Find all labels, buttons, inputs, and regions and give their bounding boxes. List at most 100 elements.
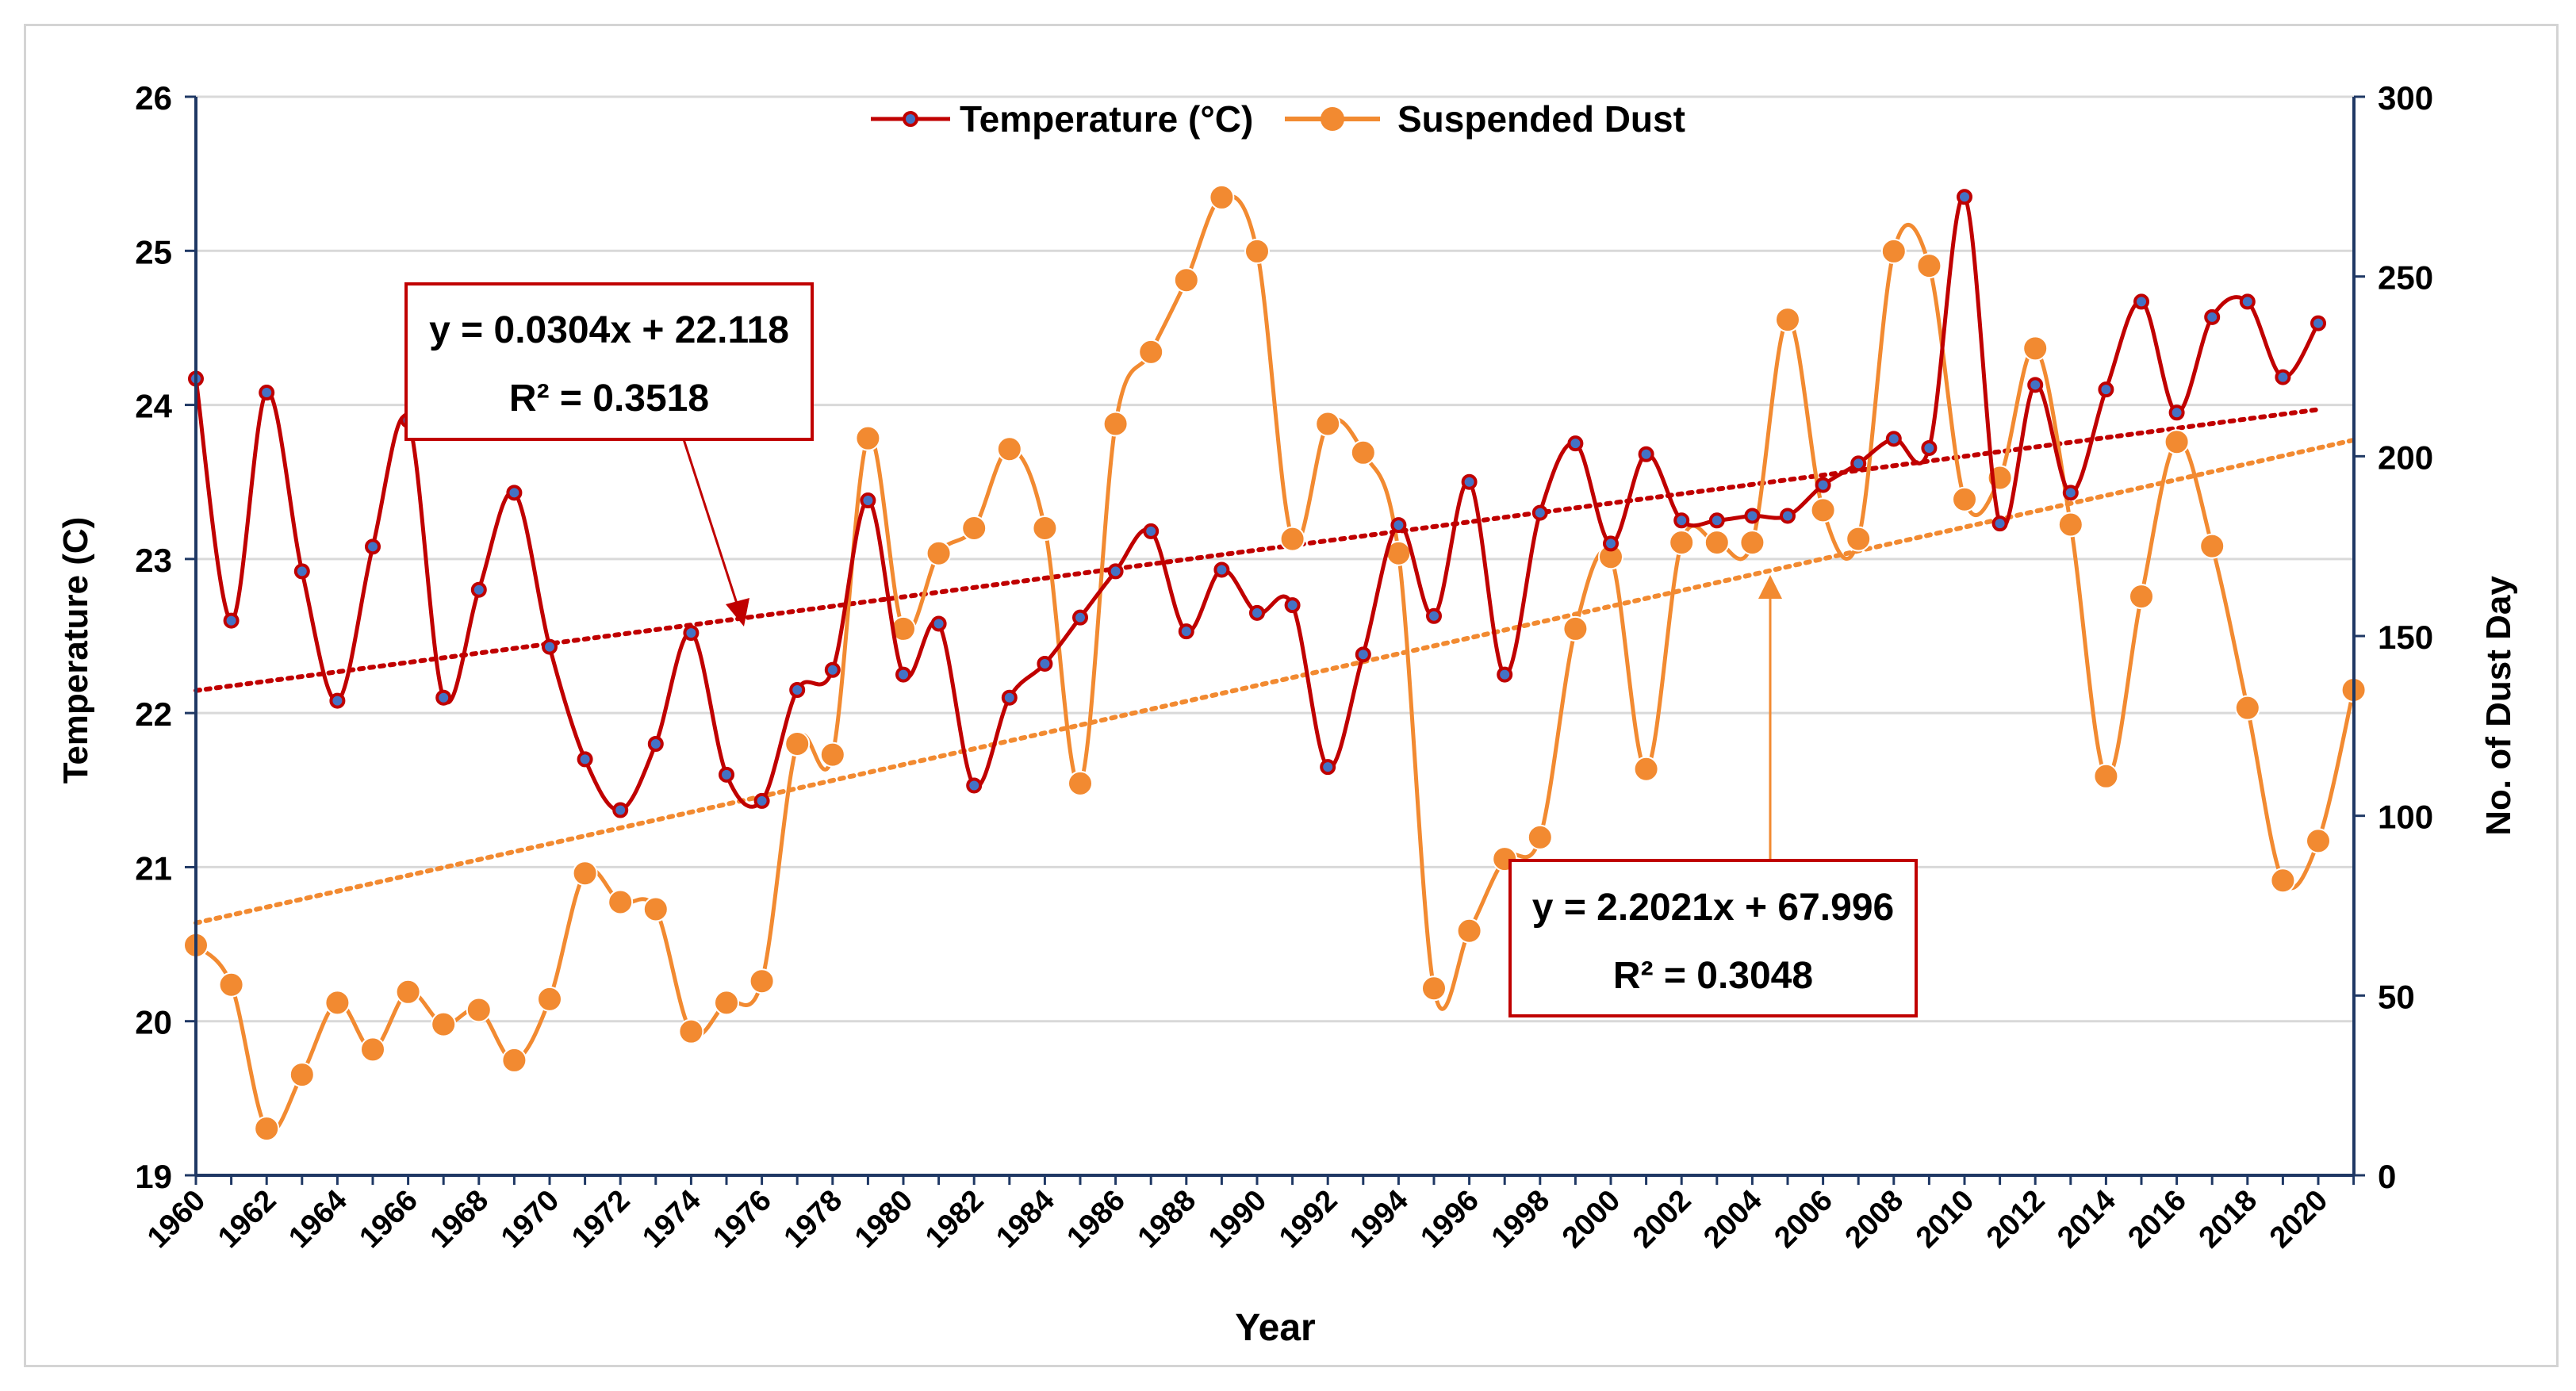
dust-point	[608, 889, 634, 915]
dust-point	[1527, 824, 1553, 850]
x-tick-label: 1984	[990, 1184, 1060, 1255]
temperature-point	[1213, 561, 1230, 578]
temperature-point	[1143, 523, 1160, 539]
dust-trend-equation: y = 2.2021x + 67.996	[1532, 887, 1894, 929]
dust-point	[1421, 975, 1447, 1002]
temperature-point	[435, 689, 452, 706]
temperature-point	[470, 581, 487, 598]
dust-point	[289, 1062, 315, 1088]
gridlines	[196, 95, 2354, 1023]
temperature-trend-equation: y = 0.0304x + 22.118	[429, 309, 789, 351]
dust-point	[218, 971, 244, 998]
temperature-point	[1744, 508, 1761, 524]
x-tick-label: 2020	[2264, 1184, 2334, 1255]
temperature-point	[2204, 308, 2221, 325]
y2-tick-label: 150	[2378, 619, 2433, 656]
x-tick-label: 1994	[1344, 1184, 1414, 1255]
x-tick-label: 2006	[1768, 1184, 1838, 1255]
dust-point	[1102, 411, 1129, 437]
temperature-point	[1991, 515, 2008, 532]
dust-trend-r2: R² = 0.3048	[1613, 955, 1813, 997]
temperature-point	[1461, 473, 1478, 490]
x-axis-title: Year	[1235, 1307, 1315, 1349]
dust-point	[1209, 184, 1235, 210]
dust-point	[1032, 515, 1058, 541]
dust-point	[572, 860, 598, 887]
temperature-point	[1567, 435, 1584, 452]
dust-point	[1704, 530, 1730, 556]
dust-point	[1244, 238, 1270, 264]
x-tick-label: 1964	[282, 1184, 353, 1255]
temperature-point	[577, 751, 593, 768]
dust-point	[395, 979, 421, 1005]
x-tick-label: 2000	[1556, 1184, 1627, 1255]
dust-point	[501, 1047, 527, 1073]
dust-point	[2129, 584, 2154, 610]
y-tick-label: 23	[135, 542, 172, 579]
temperature-point	[753, 792, 770, 809]
dust-point	[1916, 253, 1942, 279]
dust-point	[1669, 530, 1695, 556]
temperature-point	[329, 692, 346, 709]
dust-point	[2306, 828, 2331, 854]
x-tick-label: 1980	[849, 1184, 919, 1255]
trendlines	[194, 407, 2356, 925]
x-tick-label: 2010	[1910, 1184, 1980, 1255]
dust-trend-label: y = 2.2021x + 67.996 R² = 0.3048	[1508, 575, 1918, 1017]
temperature-point	[259, 385, 275, 401]
x-tick-label: 2012	[1980, 1184, 2051, 1255]
dust-point	[324, 990, 351, 1016]
x-tick-label: 2002	[1627, 1184, 1697, 1255]
dust-point	[961, 515, 987, 541]
temperature-point	[1638, 446, 1654, 462]
temperature-point	[2062, 485, 2079, 501]
dust-point	[1562, 615, 1589, 642]
temperature-point	[1072, 609, 1088, 626]
temperature-trend-r2: R² = 0.3518	[509, 377, 709, 420]
temperature-point	[2310, 315, 2326, 331]
temperature-point	[1708, 512, 1725, 529]
x-tick-label: 1978	[778, 1184, 849, 1255]
dust-point	[1775, 307, 1800, 333]
temperature-point	[2275, 369, 2291, 385]
y-tick-label: 20	[135, 1004, 172, 1041]
temperature-point	[365, 538, 381, 555]
dust-point	[714, 990, 739, 1016]
temperature-point	[1390, 517, 1407, 534]
dust-point	[2022, 335, 2049, 362]
temperature-point	[1921, 439, 1938, 456]
temperature-point	[1320, 759, 1336, 776]
legend-temperature-marker	[903, 111, 918, 127]
temperature-point	[1426, 607, 1442, 624]
x-tick-label: 1982	[919, 1184, 990, 1255]
temperature-point	[683, 625, 700, 642]
x-tick-label: 1962	[212, 1184, 282, 1255]
temperature-point	[506, 485, 523, 501]
dust-point	[1846, 526, 1872, 552]
y2-tick-label: 50	[2378, 978, 2415, 1015]
dust-trend-pointer	[1758, 575, 1782, 599]
dust-point	[2270, 868, 2296, 894]
temperature-point	[223, 612, 240, 629]
dust-point	[1739, 530, 1765, 556]
dust-point	[1138, 339, 1164, 365]
temperature-point	[2133, 293, 2149, 310]
temperature-point	[1885, 431, 1902, 447]
temperature-point	[2168, 404, 2185, 421]
temperature-point	[1284, 597, 1301, 614]
y-tick-label: 24	[135, 388, 172, 425]
dust-point	[2199, 533, 2225, 559]
dust-point	[2164, 429, 2190, 455]
temperature-point	[542, 638, 558, 655]
temperature-point	[824, 661, 841, 678]
y-tick-label: 19	[135, 1158, 172, 1195]
dust-trendline	[194, 437, 2356, 925]
temperature-point	[966, 777, 983, 794]
dust-point	[2234, 695, 2260, 721]
temperature-trendline	[194, 407, 2321, 693]
temperature-point	[1249, 604, 1265, 621]
temperature-trend-label: y = 0.0304x + 22.118 R² = 0.3518	[404, 282, 814, 627]
temperature-point	[860, 492, 876, 509]
temperature-point	[1603, 535, 1619, 552]
